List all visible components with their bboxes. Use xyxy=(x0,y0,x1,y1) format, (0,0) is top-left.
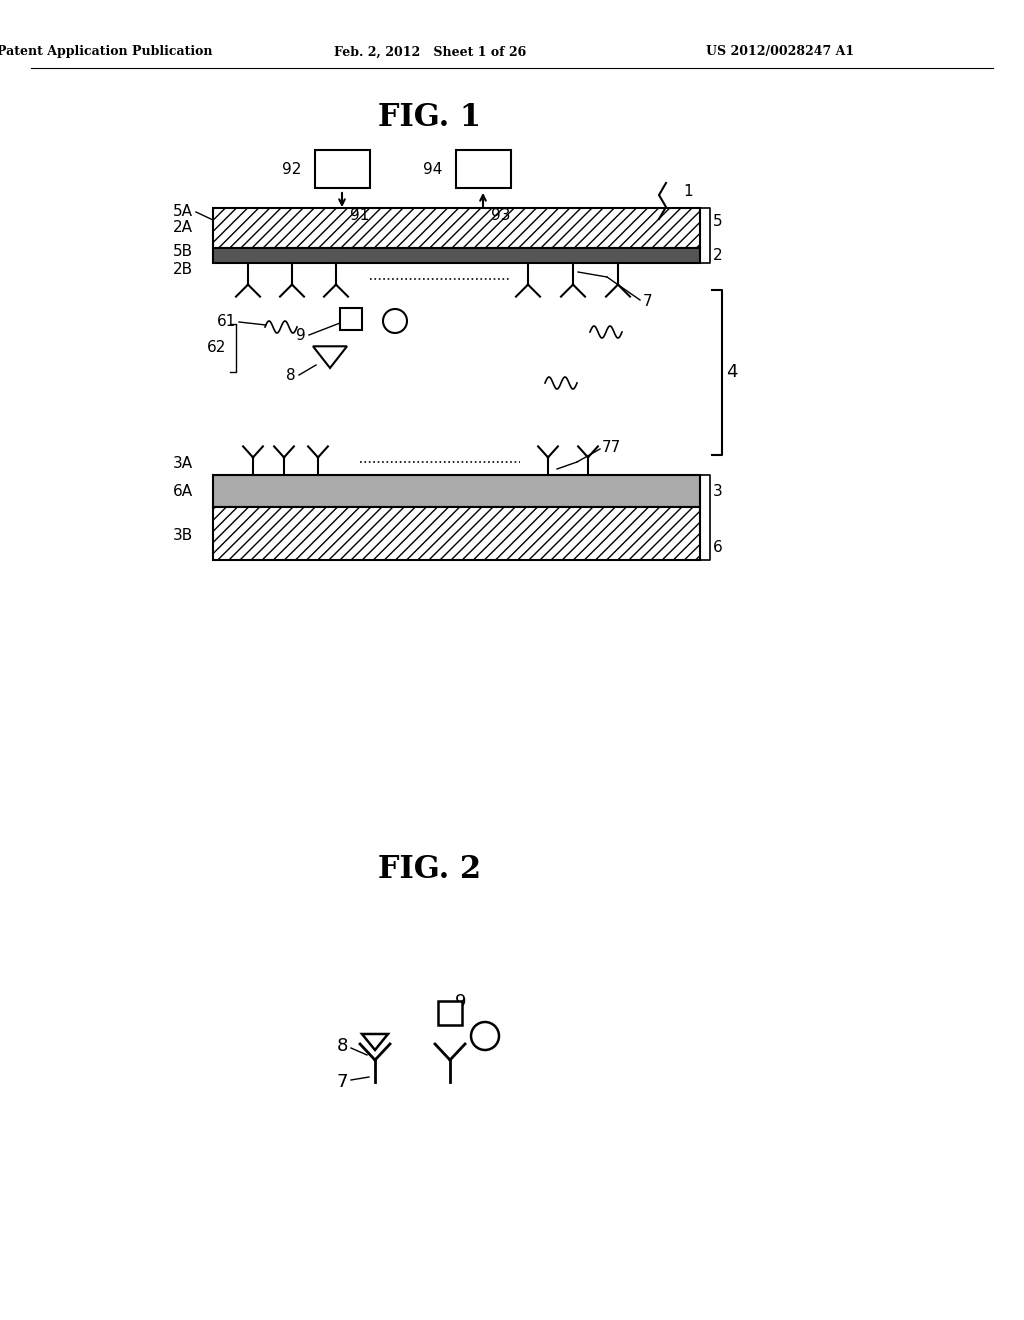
Text: 62: 62 xyxy=(207,341,226,355)
Text: 3: 3 xyxy=(713,484,723,499)
Text: 3B: 3B xyxy=(173,528,193,543)
Text: 8: 8 xyxy=(287,367,296,383)
Text: 2A: 2A xyxy=(173,220,193,235)
Text: FIG. 1: FIG. 1 xyxy=(379,103,481,133)
Text: 5: 5 xyxy=(713,214,723,230)
Bar xyxy=(340,308,362,330)
Text: FIG. 2: FIG. 2 xyxy=(379,854,481,886)
Bar xyxy=(213,475,700,507)
Circle shape xyxy=(471,1022,499,1049)
Text: 77: 77 xyxy=(602,440,622,454)
Text: 2: 2 xyxy=(713,248,723,264)
Polygon shape xyxy=(362,1034,388,1049)
Bar xyxy=(213,248,700,263)
Text: 3A: 3A xyxy=(173,455,193,470)
Text: 7: 7 xyxy=(337,1073,348,1092)
Text: 9: 9 xyxy=(455,993,467,1011)
Text: Feb. 2, 2012   Sheet 1 of 26: Feb. 2, 2012 Sheet 1 of 26 xyxy=(334,45,526,58)
Bar xyxy=(213,209,700,248)
Text: 7: 7 xyxy=(643,294,652,309)
Text: 4: 4 xyxy=(726,363,737,381)
Bar xyxy=(213,507,700,560)
Text: 6: 6 xyxy=(713,540,723,556)
Text: 9: 9 xyxy=(296,327,306,342)
Polygon shape xyxy=(313,346,347,368)
Text: 6A: 6A xyxy=(173,484,193,499)
Text: 5B: 5B xyxy=(173,244,193,260)
Text: US 2012/0028247 A1: US 2012/0028247 A1 xyxy=(706,45,854,58)
Text: 94: 94 xyxy=(423,162,442,177)
Circle shape xyxy=(383,309,407,333)
Text: 5A: 5A xyxy=(173,205,193,219)
Text: Patent Application Publication: Patent Application Publication xyxy=(0,45,213,58)
Text: 61: 61 xyxy=(217,314,236,330)
Text: 8: 8 xyxy=(337,1038,348,1055)
Text: 93: 93 xyxy=(490,209,511,223)
Text: 1: 1 xyxy=(683,185,692,199)
Text: 91: 91 xyxy=(350,209,370,223)
Bar xyxy=(315,150,370,187)
Bar xyxy=(438,1001,462,1026)
Text: 92: 92 xyxy=(282,162,301,177)
Bar xyxy=(456,150,511,187)
Text: 2B: 2B xyxy=(173,263,193,277)
